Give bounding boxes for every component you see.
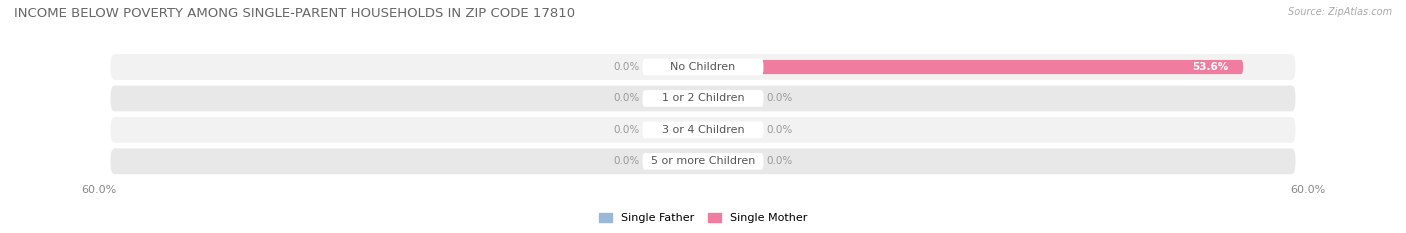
FancyBboxPatch shape [703, 123, 758, 137]
FancyBboxPatch shape [648, 60, 703, 74]
FancyBboxPatch shape [111, 54, 1295, 80]
FancyBboxPatch shape [703, 60, 1243, 74]
Text: 0.0%: 0.0% [613, 93, 640, 103]
FancyBboxPatch shape [111, 86, 1295, 111]
Text: 1 or 2 Children: 1 or 2 Children [662, 93, 744, 103]
FancyBboxPatch shape [648, 123, 703, 137]
Text: 0.0%: 0.0% [766, 93, 793, 103]
Text: 0.0%: 0.0% [613, 156, 640, 166]
FancyBboxPatch shape [643, 90, 763, 107]
Text: 0.0%: 0.0% [613, 62, 640, 72]
FancyBboxPatch shape [643, 153, 763, 170]
Text: No Children: No Children [671, 62, 735, 72]
Text: INCOME BELOW POVERTY AMONG SINGLE-PARENT HOUSEHOLDS IN ZIP CODE 17810: INCOME BELOW POVERTY AMONG SINGLE-PARENT… [14, 7, 575, 20]
Text: 53.6%: 53.6% [1192, 62, 1227, 72]
Legend: Single Father, Single Mother: Single Father, Single Mother [595, 208, 811, 228]
Text: 5 or more Children: 5 or more Children [651, 156, 755, 166]
FancyBboxPatch shape [643, 59, 763, 75]
FancyBboxPatch shape [703, 91, 758, 106]
FancyBboxPatch shape [111, 117, 1295, 143]
Text: 3 or 4 Children: 3 or 4 Children [662, 125, 744, 135]
FancyBboxPatch shape [111, 148, 1295, 174]
Text: Source: ZipAtlas.com: Source: ZipAtlas.com [1288, 7, 1392, 17]
FancyBboxPatch shape [703, 154, 758, 168]
Text: 0.0%: 0.0% [613, 125, 640, 135]
FancyBboxPatch shape [643, 122, 763, 138]
Text: 0.0%: 0.0% [766, 156, 793, 166]
FancyBboxPatch shape [648, 154, 703, 168]
Text: 0.0%: 0.0% [766, 125, 793, 135]
FancyBboxPatch shape [648, 91, 703, 106]
